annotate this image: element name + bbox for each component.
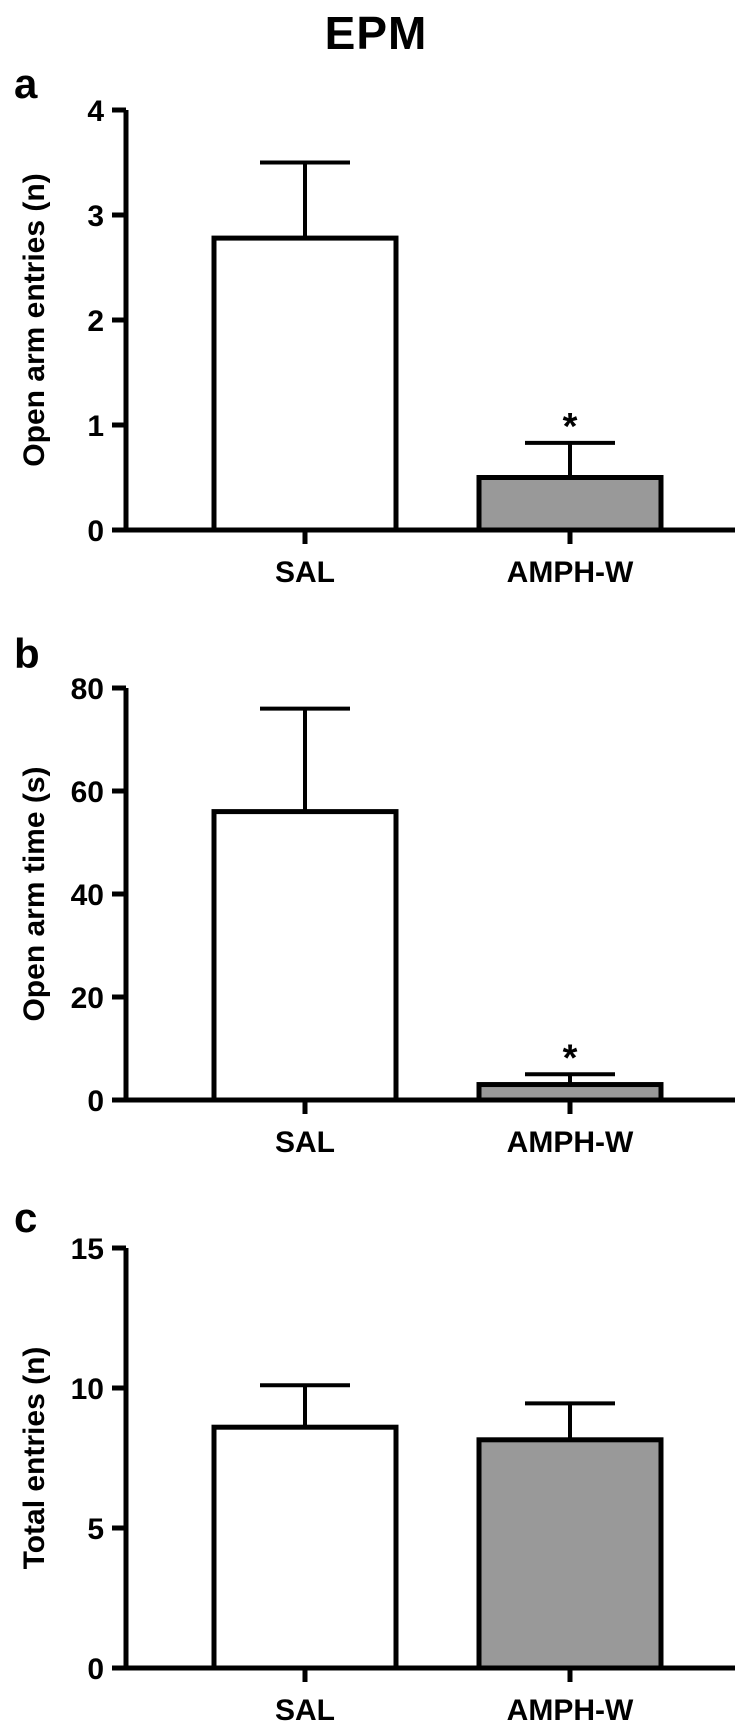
chart-panel-b: b Open arm time (s) * 0 20 40 60 80 SAL AMPH-W bbox=[14, 630, 735, 1159]
y-tick-label: 60 bbox=[71, 776, 104, 809]
bar-amph-w bbox=[476, 475, 664, 533]
y-tick-label: 3 bbox=[87, 200, 104, 233]
y-tick-label: 20 bbox=[71, 982, 104, 1015]
y-tick-label: 0 bbox=[87, 515, 104, 548]
y-tick-label: 10 bbox=[71, 1373, 104, 1406]
x-category-label: SAL bbox=[275, 1126, 335, 1159]
y-tick-label: 5 bbox=[87, 1513, 104, 1546]
y-tick-label: 0 bbox=[87, 1085, 104, 1118]
x-category-label: AMPH-W bbox=[507, 1694, 634, 1725]
bar-sal bbox=[211, 1424, 399, 1671]
chart-title: EPM bbox=[324, 7, 428, 59]
y-tick-label: 15 bbox=[71, 1233, 104, 1266]
x-category-label: AMPH-W bbox=[507, 556, 634, 589]
y-tick-label: 1 bbox=[87, 410, 104, 443]
significance-marker: * bbox=[563, 1037, 578, 1079]
significance-marker: * bbox=[563, 406, 578, 448]
x-category-label: SAL bbox=[275, 556, 335, 589]
chart-panel-a: a Open arm entries (n) * 0 1 2 3 4 SAL AMPH-W bbox=[14, 60, 735, 589]
y-axis-label: Total entries (n) bbox=[18, 1347, 51, 1570]
y-tick-label: 2 bbox=[87, 305, 104, 338]
y-tick-label: 80 bbox=[71, 673, 104, 706]
x-category-label: AMPH-W bbox=[507, 1126, 634, 1159]
chart-panel-c: c Total entries (n) 0 5 10 15 SAL AMPH-W bbox=[14, 1194, 735, 1725]
y-tick-label: 4 bbox=[87, 95, 104, 128]
panel-letter: c bbox=[14, 1194, 37, 1241]
panel-letter: a bbox=[14, 60, 38, 107]
y-tick-label: 0 bbox=[87, 1653, 104, 1686]
y-axis-label: Open arm time (s) bbox=[18, 766, 51, 1021]
panel-letter: b bbox=[14, 630, 40, 677]
x-category-label: SAL bbox=[275, 1694, 335, 1725]
y-axis-label: Open arm entries (n) bbox=[18, 173, 51, 466]
bar-sal bbox=[211, 809, 399, 1103]
bar-sal bbox=[211, 235, 399, 533]
bar-amph-w bbox=[476, 1437, 664, 1671]
y-tick-label: 40 bbox=[71, 879, 104, 912]
